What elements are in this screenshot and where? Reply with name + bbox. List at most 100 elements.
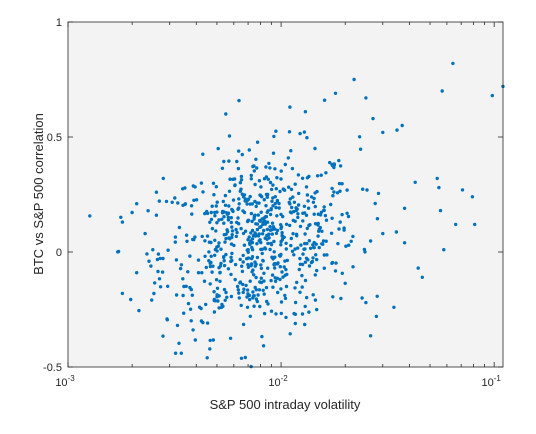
data-point [129, 297, 133, 302]
data-point [188, 254, 192, 258]
data-point [247, 235, 251, 239]
data-point [315, 189, 319, 194]
data-point [225, 295, 229, 299]
data-point [290, 205, 294, 210]
data-point [330, 260, 335, 265]
data-point [220, 302, 224, 307]
data-point [227, 159, 231, 163]
data-point [340, 182, 344, 186]
data-point [270, 273, 275, 277]
data-point [361, 187, 365, 191]
data-point [173, 351, 178, 355]
data-point [285, 272, 289, 277]
data-point [287, 185, 291, 189]
data-point [278, 254, 282, 258]
data-point [261, 222, 265, 227]
data-point [212, 193, 216, 197]
data-point [255, 255, 260, 260]
data-point [291, 195, 295, 199]
data-point [262, 311, 267, 316]
data-point [254, 297, 259, 301]
data-point [173, 240, 177, 244]
data-point [120, 291, 125, 296]
data-point [273, 276, 277, 280]
data-point [275, 228, 280, 233]
data-point [284, 241, 288, 245]
data-point [232, 243, 236, 248]
data-point [231, 198, 236, 202]
data-point [284, 267, 288, 272]
data-point [305, 226, 309, 231]
data-point [222, 259, 226, 263]
data-point [257, 201, 261, 205]
data-point [322, 253, 326, 257]
data-point [252, 215, 256, 219]
data-point [310, 259, 315, 264]
data-point [224, 252, 228, 257]
data-point [214, 204, 218, 208]
data-point [333, 269, 338, 273]
data-point [251, 296, 255, 300]
data-point [279, 169, 283, 173]
data-point [239, 174, 244, 179]
data-point [152, 291, 156, 296]
data-point [212, 290, 216, 294]
data-point [255, 242, 259, 246]
data-point [338, 220, 342, 224]
data-point [270, 221, 275, 225]
data-point [308, 246, 313, 250]
data-point [175, 323, 180, 328]
data-point [137, 308, 141, 313]
data-point [228, 177, 232, 181]
data-point [319, 210, 324, 214]
data-point [179, 263, 184, 267]
data-point [340, 271, 344, 275]
data-point [265, 195, 269, 199]
data-point [246, 218, 250, 223]
data-point [238, 181, 243, 185]
data-point [255, 140, 260, 144]
data-point [266, 266, 270, 270]
data-point [249, 262, 254, 266]
data-point [250, 255, 255, 259]
data-point [200, 234, 204, 239]
data-point [246, 265, 251, 269]
data-point [270, 199, 274, 203]
data-point [280, 231, 284, 235]
data-point [325, 253, 329, 257]
data-point [261, 344, 266, 348]
data-point [394, 230, 399, 234]
data-point [283, 162, 287, 167]
data-point [283, 296, 288, 301]
data-point [185, 239, 189, 243]
data-point [251, 290, 255, 294]
data-point [259, 185, 263, 189]
data-point [214, 185, 218, 189]
data-point [223, 203, 228, 207]
data-point [300, 273, 304, 278]
data-point [317, 229, 321, 233]
data-point [177, 341, 181, 345]
data-point [205, 356, 209, 360]
data-point [157, 277, 162, 281]
data-point [302, 204, 307, 208]
data-point [145, 252, 149, 256]
data-point [228, 237, 232, 241]
data-point [289, 243, 293, 248]
data-point [204, 265, 208, 270]
data-point [253, 182, 257, 187]
data-point [279, 177, 283, 181]
data-point [241, 290, 245, 295]
data-point [222, 287, 227, 292]
data-point [260, 232, 265, 236]
data-point [246, 250, 250, 254]
data-point [473, 222, 477, 227]
data-point [222, 221, 226, 225]
data-point [318, 225, 322, 230]
data-point [368, 239, 373, 243]
data-point [267, 232, 271, 236]
data-point [218, 279, 222, 283]
data-point [289, 149, 293, 153]
data-point [219, 261, 223, 266]
data-point [188, 307, 193, 311]
